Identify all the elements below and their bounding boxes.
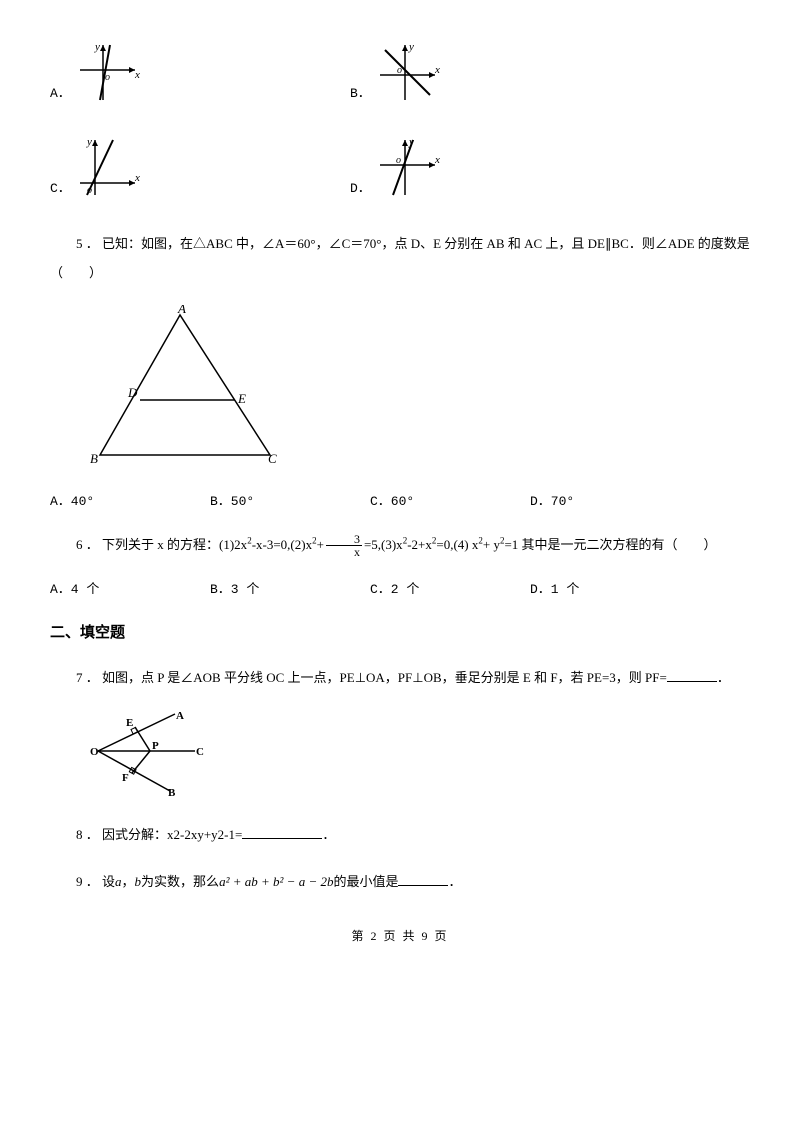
page-footer: 第 2 页 共 9 页 bbox=[50, 926, 750, 948]
optA-label: A． bbox=[50, 82, 71, 105]
q4-row1: A． x y o B． x y o bbox=[50, 40, 750, 105]
q5-optC: C．60° bbox=[370, 490, 530, 513]
q5-figure: A B C D E bbox=[90, 305, 750, 477]
svg-text:P: P bbox=[152, 740, 159, 752]
q6-text: 6 ． 下列关于 x 的方程：(1)2x2-x-3=0,(2)x2+3x=5,(… bbox=[50, 531, 750, 560]
q8-blank bbox=[242, 824, 322, 839]
svg-text:C: C bbox=[268, 451, 277, 466]
q8-text: 8 ． 因式分解：x2-2xy+y2-1=． bbox=[50, 821, 750, 850]
svg-text:B: B bbox=[168, 787, 176, 796]
optD-label: D． bbox=[350, 177, 371, 200]
optB-label: B． bbox=[350, 82, 371, 105]
svg-text:E: E bbox=[126, 717, 133, 729]
svg-text:x: x bbox=[134, 172, 140, 184]
svg-text:B: B bbox=[90, 451, 98, 466]
q5-optA: A．40° bbox=[50, 490, 210, 513]
svg-text:x: x bbox=[434, 154, 440, 166]
q8-num: 8 ． bbox=[76, 827, 99, 842]
q4-optD: D． x y o bbox=[350, 135, 445, 200]
svg-text:x: x bbox=[134, 69, 140, 81]
svg-text:y: y bbox=[94, 41, 100, 53]
q7-blank bbox=[667, 667, 717, 682]
q6-optD: D．1 个 bbox=[530, 578, 690, 601]
q6-optC: C．2 个 bbox=[370, 578, 530, 601]
q6-optB: B．3 个 bbox=[210, 578, 370, 601]
graph-A: x y o bbox=[75, 40, 145, 105]
q4-row2: C． x y o D． x y o bbox=[50, 135, 750, 200]
q4-optA: A． x y o bbox=[50, 40, 350, 105]
graph-B: x y o bbox=[375, 40, 445, 105]
svg-text:F: F bbox=[122, 772, 129, 784]
q7-figure: O A B C P E F bbox=[90, 711, 750, 803]
q9-blank bbox=[398, 871, 448, 886]
q9-text: 9 ． 设a，b为实数，那么a² + ab + b² − a − 2b的最小值是… bbox=[50, 868, 750, 897]
q5-options: A．40° B．50° C．60° D．70° bbox=[50, 490, 750, 513]
svg-text:y: y bbox=[86, 136, 92, 148]
svg-text:A: A bbox=[177, 305, 186, 316]
q7-num: 7 ． bbox=[76, 670, 99, 685]
q5-body: 已知：如图，在△ABC 中，∠A＝60°，∠C＝70°，点 D、E 分别在 AB… bbox=[50, 236, 750, 280]
q9-num: 9 ． bbox=[76, 874, 99, 889]
q5-optB: B．50° bbox=[210, 490, 370, 513]
q9-expr: a² + ab + b² − a − 2b bbox=[219, 874, 333, 889]
svg-text:E: E bbox=[237, 391, 246, 406]
q4-optB: B． x y o bbox=[350, 40, 445, 105]
q5-optD: D．70° bbox=[530, 490, 690, 513]
svg-text:O: O bbox=[90, 746, 99, 758]
svg-text:C: C bbox=[196, 746, 204, 758]
optC-label: C． bbox=[50, 177, 71, 200]
svg-text:x: x bbox=[434, 64, 440, 76]
svg-text:o: o bbox=[396, 155, 401, 166]
q5-text: 5 ． 已知：如图，在△ABC 中，∠A＝60°，∠C＝70°，点 D、E 分别… bbox=[50, 230, 750, 287]
q7-text: 7 ． 如图，点 P 是∠AOB 平分线 OC 上一点，PE⊥OA，PF⊥OB，… bbox=[50, 664, 750, 693]
graph-D: x y o bbox=[375, 135, 445, 200]
svg-text:D: D bbox=[127, 385, 138, 400]
q5-num: 5 ． bbox=[76, 236, 99, 251]
q6-num: 6 ． bbox=[76, 537, 99, 552]
q4-optC: C． x y o bbox=[50, 135, 350, 200]
svg-text:y: y bbox=[408, 41, 414, 53]
q6-optA: A．4 个 bbox=[50, 578, 210, 601]
graph-C: x y o bbox=[75, 135, 145, 200]
section2-title: 二、填空题 bbox=[50, 619, 750, 646]
q6-options: A．4 个 B．3 个 C．2 个 D．1 个 bbox=[50, 578, 750, 601]
svg-text:A: A bbox=[176, 711, 184, 722]
